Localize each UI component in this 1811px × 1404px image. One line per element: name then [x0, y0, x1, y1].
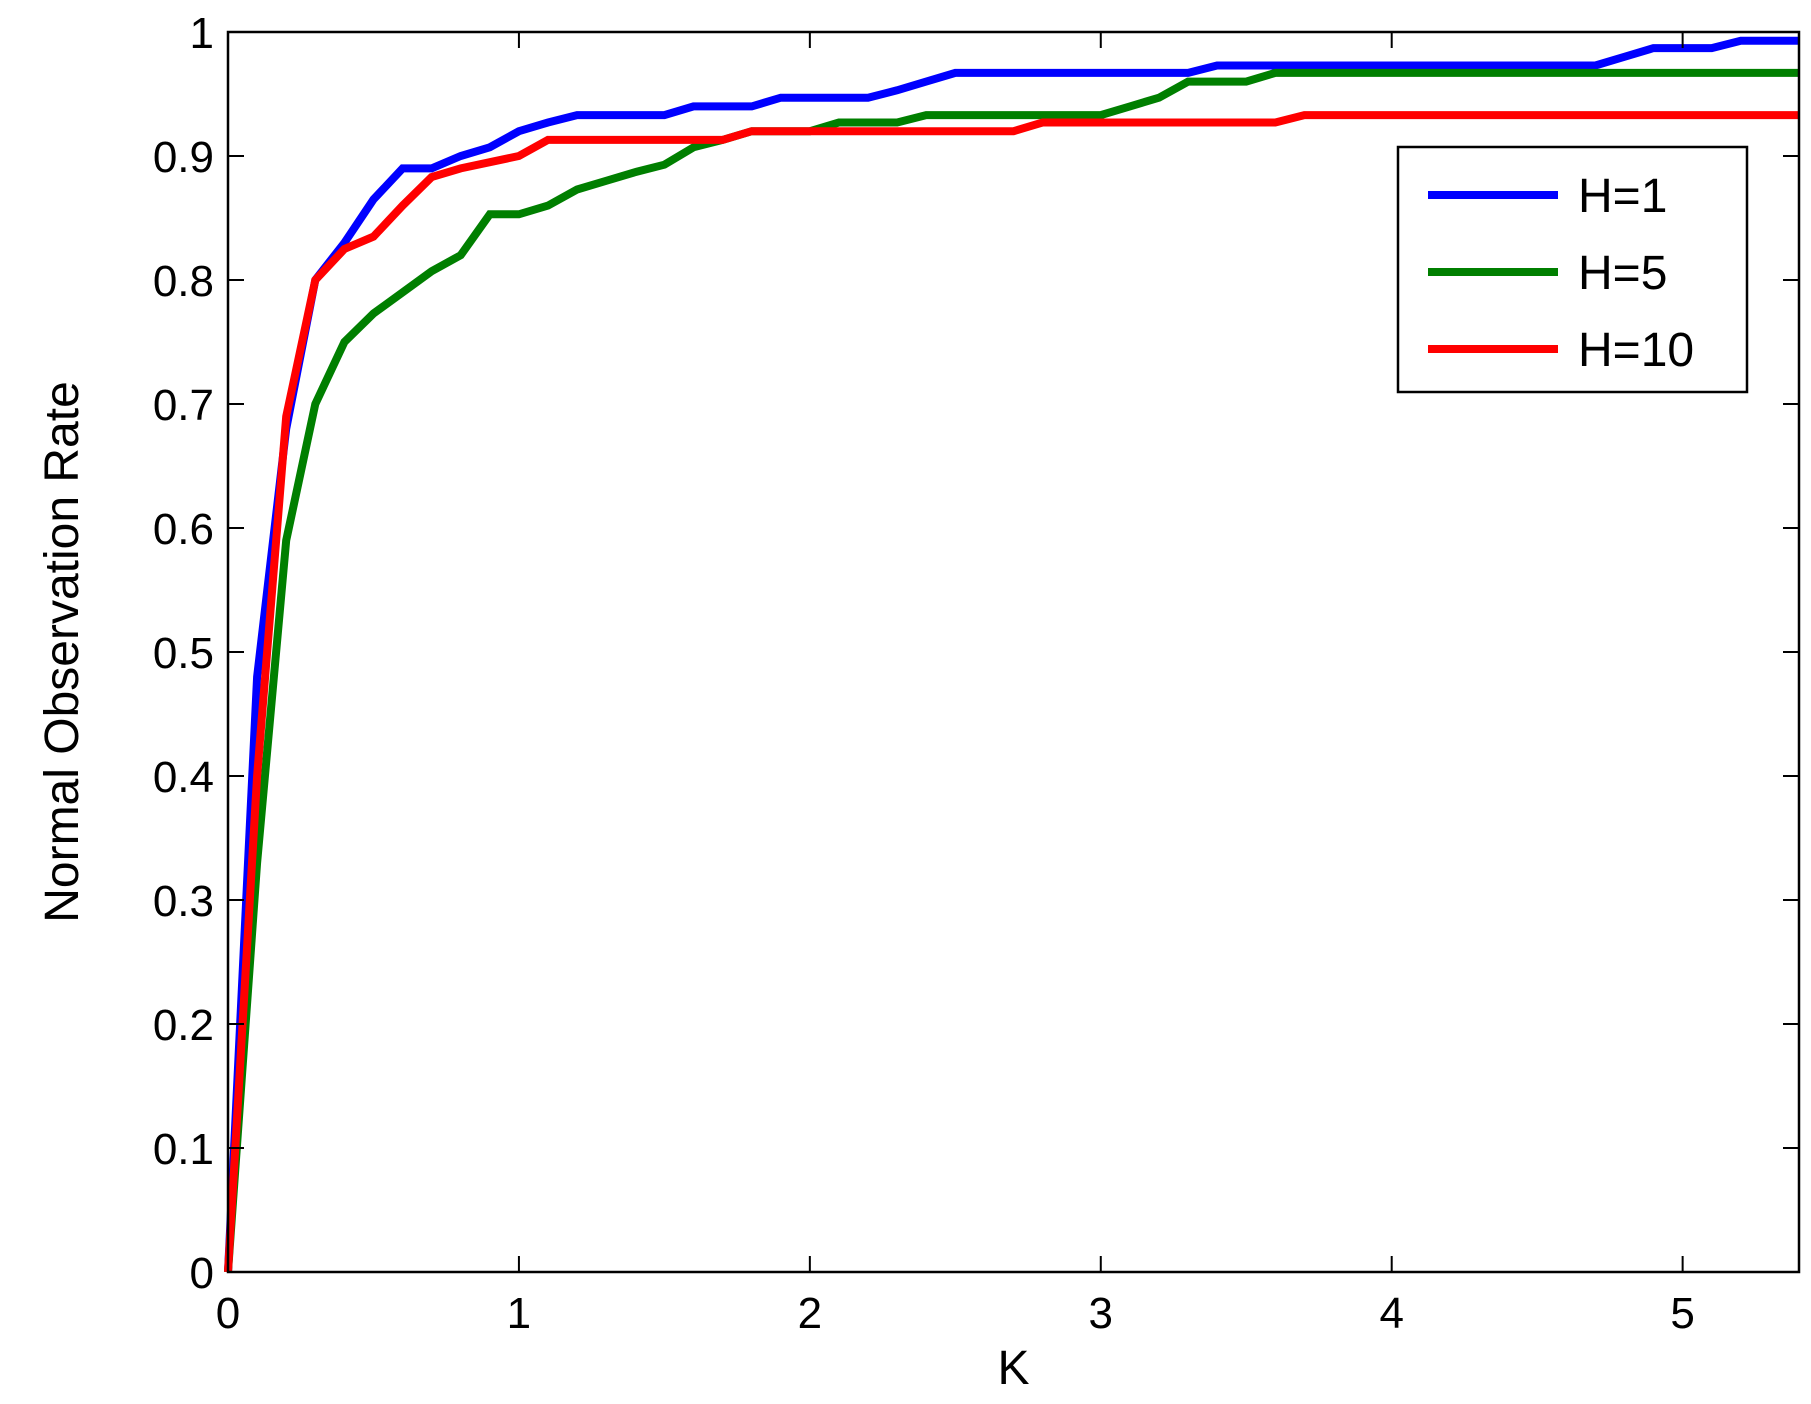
x-tick-label: 0 [216, 1289, 240, 1338]
x-tick-label: 1 [507, 1289, 531, 1338]
legend-label: H=1 [1578, 170, 1667, 223]
x-tick-label: 2 [798, 1289, 822, 1338]
x-axis-label: K [997, 1342, 1029, 1395]
x-tick-label: 4 [1379, 1289, 1403, 1338]
y-tick-label: 0.7 [153, 381, 214, 430]
x-tick-label: 5 [1670, 1289, 1694, 1338]
x-tick-label: 3 [1089, 1289, 1113, 1338]
legend-label: H=5 [1578, 247, 1667, 300]
y-tick-label: 0.2 [153, 1001, 214, 1050]
y-tick-label: 0.1 [153, 1125, 214, 1174]
y-tick-label: 0 [190, 1249, 214, 1298]
series-line-h-5 [224, 68, 1799, 1273]
legend: H=1 H=5 H=10 [1396, 145, 1749, 394]
legend-label: H=10 [1578, 324, 1694, 377]
y-tick-label: 0.9 [153, 133, 214, 182]
y-axis-label: Normal Observation Rate [36, 381, 89, 923]
y-tick-label: 0.6 [153, 505, 214, 554]
series-line-h-1 [224, 36, 1799, 1273]
y-tick-label: 0.8 [153, 257, 214, 306]
y-tick-label: 1 [190, 9, 214, 58]
y-tick-label: 0.5 [153, 629, 214, 678]
y-tick-label: 0.4 [153, 753, 214, 802]
y-tick-label: 0.3 [153, 877, 214, 926]
axis-ticks: 0 1 2 3 4 5 0 0.1 0.2 0.3 0.4 0.5 0.6 0.7 0.8 0.9 1 [153, 9, 1799, 1338]
series-lines [224, 36, 1799, 1273]
series-line-h-10 [224, 111, 1799, 1273]
